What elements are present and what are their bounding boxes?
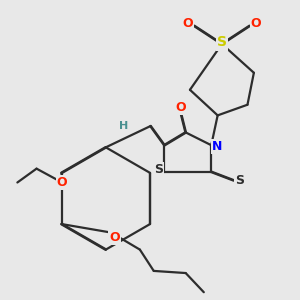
Text: O: O (57, 176, 68, 189)
Text: H: H (119, 121, 128, 131)
Text: S: S (154, 163, 163, 176)
Text: S: S (217, 35, 227, 50)
Text: O: O (182, 17, 193, 30)
Text: O: O (109, 231, 120, 244)
Text: N: N (212, 140, 222, 153)
Text: S: S (235, 174, 244, 187)
Text: O: O (251, 17, 261, 30)
Text: O: O (175, 101, 186, 114)
